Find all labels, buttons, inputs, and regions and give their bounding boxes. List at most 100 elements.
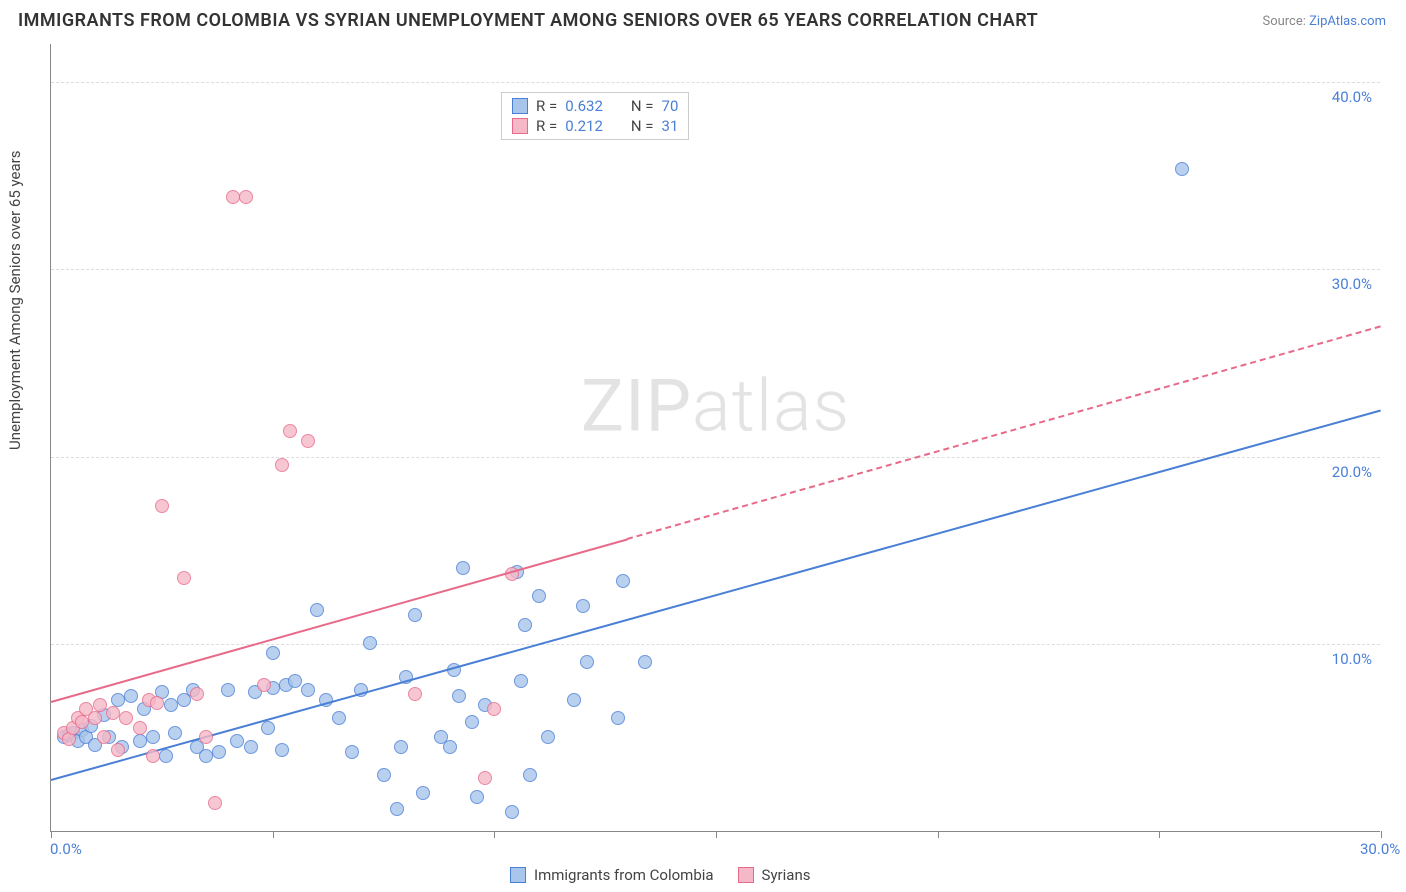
data-point xyxy=(456,561,470,575)
data-point xyxy=(208,796,222,810)
data-point xyxy=(75,715,89,729)
legend-series-label: Syrians xyxy=(762,866,811,884)
data-point xyxy=(244,740,258,754)
data-point xyxy=(106,706,120,720)
legend-swatch xyxy=(738,867,754,883)
legend-r-value: 0.632 xyxy=(565,97,603,115)
trend-line xyxy=(51,538,628,703)
data-point xyxy=(111,693,125,707)
data-point xyxy=(133,721,147,735)
data-point xyxy=(408,687,422,701)
data-point xyxy=(97,730,111,744)
legend-n-label: N = xyxy=(631,117,654,135)
legend-stat-row: R =0.212N =31 xyxy=(512,117,678,135)
data-point xyxy=(416,786,430,800)
source-link[interactable]: ZipAtlas.com xyxy=(1309,14,1386,29)
data-point xyxy=(567,693,581,707)
legend-r-value: 0.212 xyxy=(565,117,603,135)
data-point xyxy=(275,743,289,757)
y-tick-label: 40.0% xyxy=(1332,88,1372,106)
data-point xyxy=(394,740,408,754)
legend-series: Immigrants from Colombia Syrians xyxy=(510,866,810,884)
data-point xyxy=(168,726,182,740)
legend-r-label: R = xyxy=(536,117,557,135)
source-attribution: Source: ZipAtlas.com xyxy=(1262,14,1386,29)
data-point xyxy=(576,599,590,613)
data-point xyxy=(133,734,147,748)
data-point xyxy=(239,190,253,204)
data-point xyxy=(478,771,492,785)
data-point xyxy=(226,190,240,204)
data-point xyxy=(212,745,226,759)
data-point xyxy=(514,674,528,688)
data-point xyxy=(283,424,297,438)
data-point xyxy=(230,734,244,748)
x-tick xyxy=(51,831,52,838)
data-point xyxy=(452,689,466,703)
gridline xyxy=(51,82,1380,83)
data-point xyxy=(288,674,302,688)
watermark-bold: ZIP xyxy=(581,364,692,449)
data-point xyxy=(150,696,164,710)
data-point xyxy=(408,608,422,622)
data-point xyxy=(505,805,519,819)
legend-stat-row: R = 0.632 N = 70 xyxy=(512,97,678,115)
data-point xyxy=(275,458,289,472)
trend-line xyxy=(627,325,1381,540)
x-tick-label: 30.0% xyxy=(1360,840,1400,858)
data-point xyxy=(199,749,213,763)
data-point xyxy=(523,768,537,782)
data-point xyxy=(124,689,138,703)
source-prefix: Source: xyxy=(1262,14,1309,29)
data-point xyxy=(261,721,275,735)
data-point xyxy=(345,745,359,759)
data-point xyxy=(119,711,133,725)
data-point xyxy=(611,711,625,725)
legend-series-item: Immigrants from Colombia xyxy=(510,866,714,884)
data-point xyxy=(159,749,173,763)
legend-swatch xyxy=(510,867,526,883)
data-point xyxy=(146,730,160,744)
legend-n-value: 70 xyxy=(662,97,679,115)
data-point xyxy=(88,711,102,725)
data-point xyxy=(580,655,594,669)
data-point xyxy=(310,603,324,617)
plot-area: ZIPatlas R =0.632N =70R =0.212N =31 10.0… xyxy=(50,44,1380,832)
data-point xyxy=(363,636,377,650)
x-tick xyxy=(1381,831,1382,838)
gridline xyxy=(51,269,1380,270)
data-point xyxy=(465,715,479,729)
data-point xyxy=(301,434,315,448)
legend-r-label: R = xyxy=(536,97,557,115)
data-point xyxy=(377,768,391,782)
y-axis-label: Unemployment Among Seniors over 65 years xyxy=(6,151,24,450)
chart-title: IMMIGRANTS FROM COLOMBIA VS SYRIAN UNEMP… xyxy=(18,10,1038,31)
data-point xyxy=(257,678,271,692)
data-point xyxy=(541,730,555,744)
x-tick xyxy=(938,831,939,838)
data-point xyxy=(332,711,346,725)
data-point xyxy=(266,646,280,660)
y-tick-label: 20.0% xyxy=(1332,463,1372,481)
x-tick-label: 0.0% xyxy=(50,840,82,858)
data-point xyxy=(146,749,160,763)
legend-swatch xyxy=(512,118,528,134)
data-point xyxy=(190,687,204,701)
x-tick xyxy=(494,831,495,838)
data-point xyxy=(470,790,484,804)
data-point xyxy=(199,730,213,744)
legend-n-label: N = xyxy=(631,97,654,115)
data-point xyxy=(1175,162,1189,176)
data-point xyxy=(301,683,315,697)
watermark-thin: atlas xyxy=(692,364,850,449)
data-point xyxy=(111,743,125,757)
data-point xyxy=(532,589,546,603)
legend-series-item: Syrians xyxy=(738,866,811,884)
data-point xyxy=(93,698,107,712)
data-point xyxy=(390,802,404,816)
legend-swatch xyxy=(512,98,528,114)
data-point xyxy=(638,655,652,669)
x-tick xyxy=(716,831,717,838)
trend-line xyxy=(51,410,1382,782)
y-tick-label: 10.0% xyxy=(1332,650,1372,668)
